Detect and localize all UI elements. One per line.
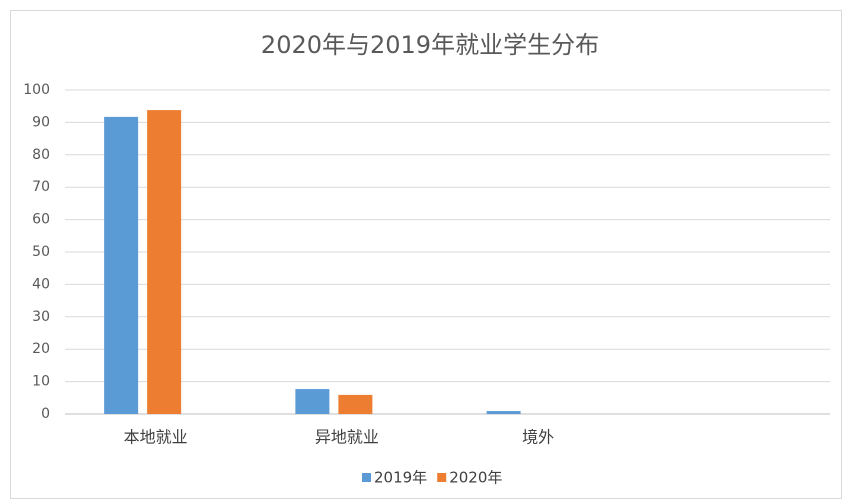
y-tick-label: 60 xyxy=(32,212,50,228)
y-tick-label: 90 xyxy=(32,114,50,130)
x-tick-label: 本地就业 xyxy=(124,428,188,447)
y-tick-label: 40 xyxy=(32,276,50,292)
y-tick-label: 30 xyxy=(32,309,50,325)
bar xyxy=(104,116,139,414)
bar xyxy=(147,110,182,414)
legend-label: 2020年 xyxy=(449,469,502,487)
y-tick-label: 70 xyxy=(32,179,50,195)
y-tick-label: 20 xyxy=(32,341,50,357)
y-tick-label: 80 xyxy=(32,147,50,163)
x-tick-label: 境外 xyxy=(522,428,554,447)
y-tick-label: 100 xyxy=(23,82,50,98)
bar xyxy=(295,389,330,414)
legend-label: 2019年 xyxy=(374,469,427,487)
y-tick-label: 50 xyxy=(32,244,50,260)
legend-swatch xyxy=(437,473,447,482)
bar xyxy=(338,394,373,414)
y-tick-label: 10 xyxy=(32,374,50,390)
bar xyxy=(486,411,521,414)
x-tick-label: 异地就业 xyxy=(315,428,379,447)
legend-swatch xyxy=(362,473,371,482)
chart-title: 2020年与2019年就业学生分布 xyxy=(261,31,599,59)
y-tick-label: 0 xyxy=(41,406,50,422)
